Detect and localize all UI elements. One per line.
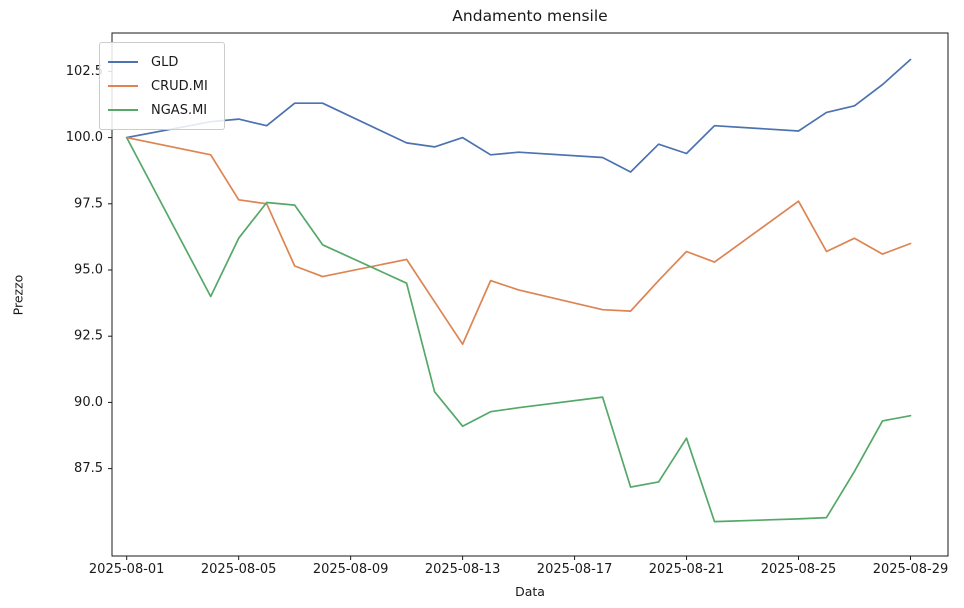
ngas-mi-line-swatch (108, 109, 138, 111)
x-tick-label: 2025-08-17 (537, 562, 613, 577)
series-line-gld (125, 58, 912, 173)
y-tick-label: 90.0 (74, 395, 103, 410)
legend-entry-crud-mi: CRUD.MI (108, 74, 214, 98)
axes-frame (111, 32, 949, 557)
crud-mi-line-swatch (108, 85, 138, 87)
legend-label-gld: GLD (151, 54, 179, 70)
chart-title: Andamento mensile (452, 7, 608, 25)
legend-label-crud-mi: CRUD.MI (151, 78, 208, 94)
y-tick-label: 95.0 (74, 263, 103, 278)
x-tick-label: 2025-08-09 (313, 562, 389, 577)
legend-entry-gld: GLD (108, 50, 214, 74)
x-tick-label: 2025-08-21 (649, 562, 725, 577)
series-line-crud-mi (125, 136, 912, 346)
x-tick-label: 2025-08-25 (761, 562, 837, 577)
x-tick-label: 2025-08-13 (425, 562, 501, 577)
y-tick-label: 102.5 (66, 64, 103, 79)
legend: GLD CRUD.MI NGAS.MI (99, 42, 225, 130)
y-tick-label: 87.5 (74, 461, 103, 476)
x-tick-label: 2025-08-05 (201, 562, 277, 577)
x-tick-label: 2025-08-01 (89, 562, 165, 577)
series-line-ngas-mi (125, 136, 912, 523)
legend-label-ngas-mi: NGAS.MI (151, 102, 208, 118)
legend-entry-ngas-mi: NGAS.MI (108, 98, 214, 122)
gld-line-swatch (108, 61, 138, 63)
x-tick-label: 2025-08-29 (873, 562, 949, 577)
y-tick-label: 92.5 (74, 329, 103, 344)
y-tick-label: 100.0 (66, 130, 103, 145)
y-tick-label: 97.5 (74, 196, 103, 211)
x-axis-label: Data (515, 584, 545, 599)
y-axis-label: Prezzo (10, 274, 26, 316)
